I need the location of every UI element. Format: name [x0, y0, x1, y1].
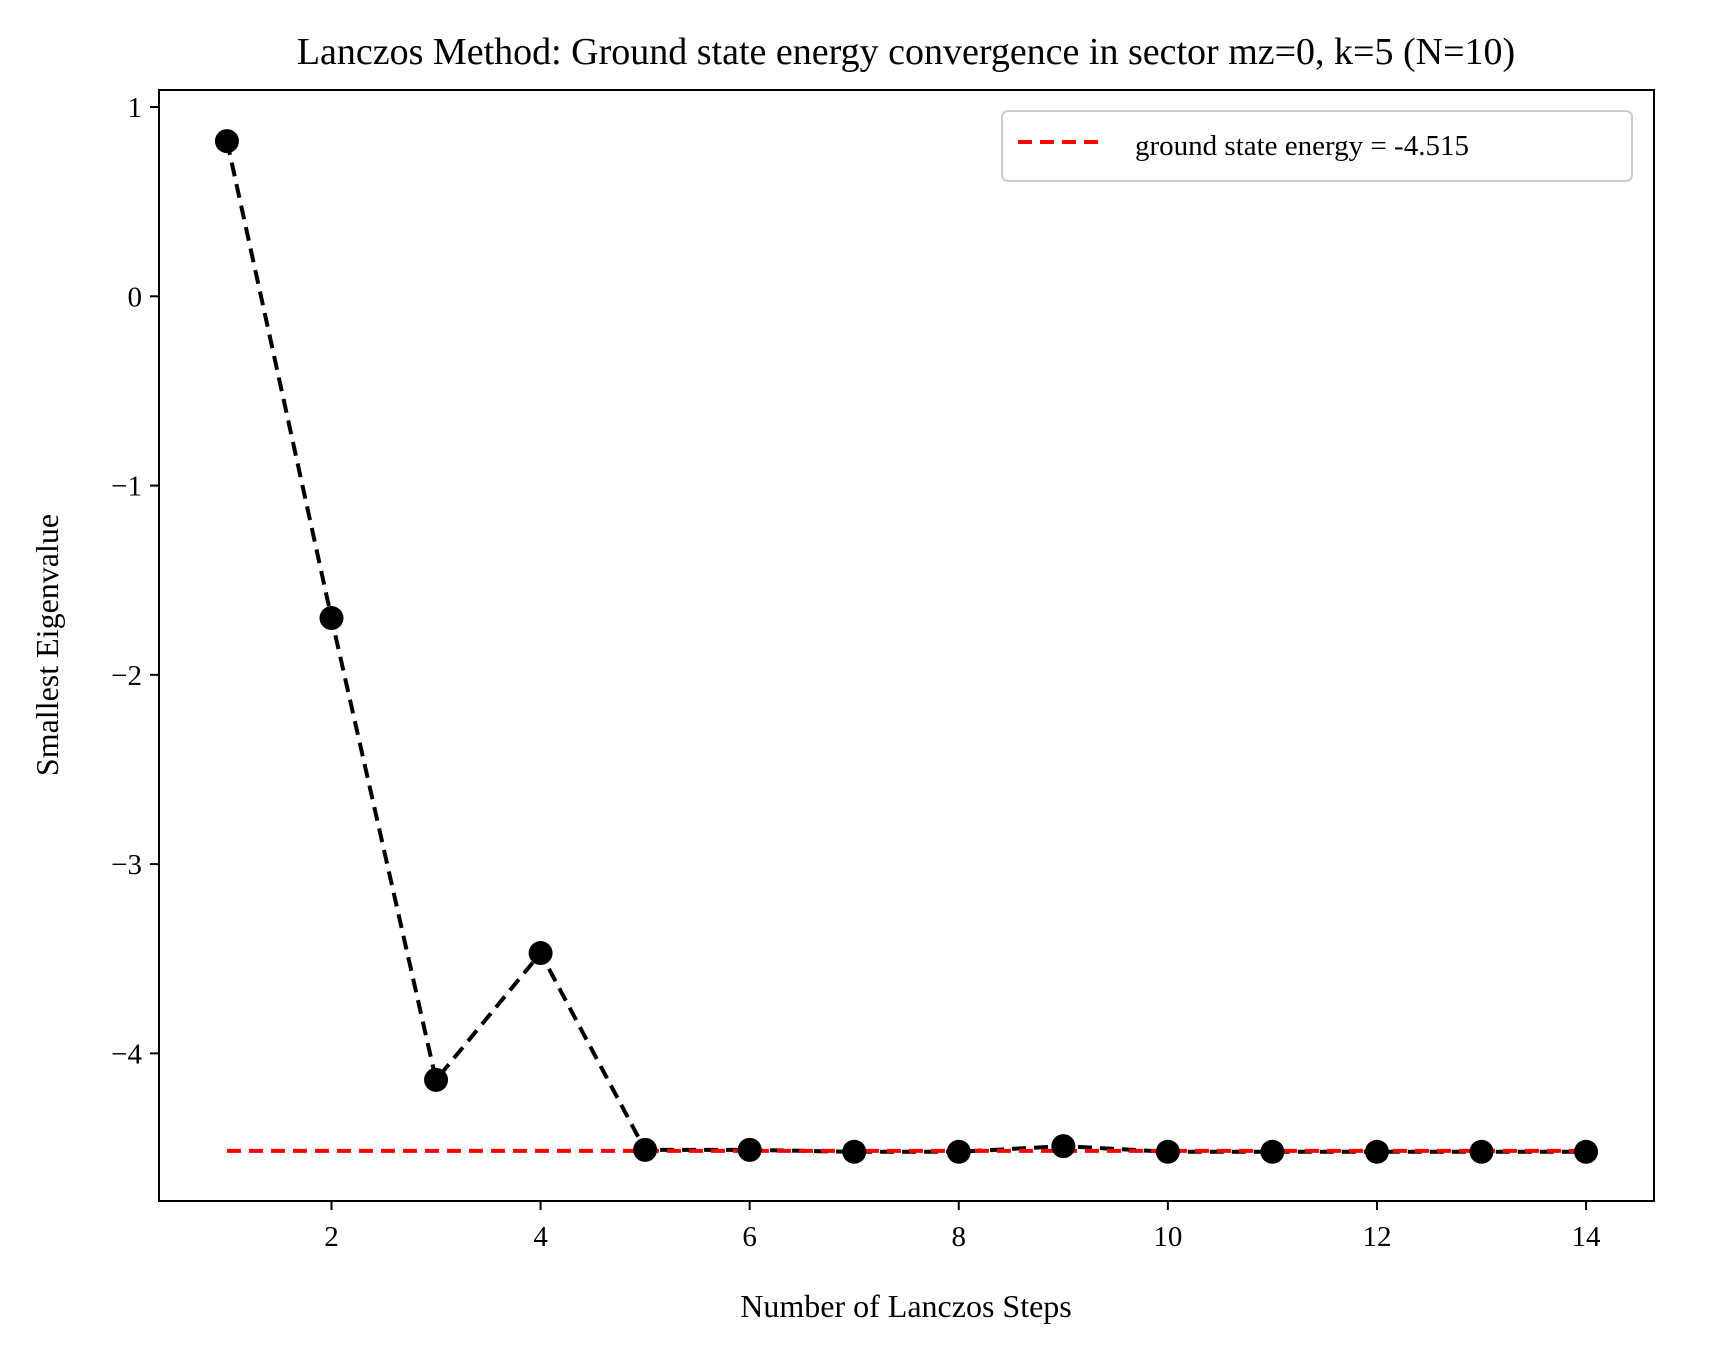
- legend: ground state energy = -4.515: [1001, 110, 1633, 182]
- data-point: [633, 1137, 658, 1162]
- plot-frame: [158, 89, 1655, 1202]
- y-tick-label: 0: [128, 281, 143, 313]
- data-point: [1260, 1139, 1285, 1164]
- legend-box: [1001, 110, 1633, 182]
- x-tick-label: 12: [1362, 1221, 1391, 1253]
- data-point: [1364, 1139, 1389, 1164]
- y-tick-label: −3: [111, 849, 142, 881]
- series-line: [225, 140, 1586, 1154]
- data-point: [1469, 1139, 1494, 1164]
- data-point: [1155, 1139, 1180, 1164]
- x-tick-label: 8: [952, 1221, 967, 1253]
- x-tick-label: 14: [1572, 1221, 1602, 1253]
- data-point: [528, 941, 553, 966]
- y-tick-label: −2: [111, 660, 142, 692]
- data-point: [737, 1137, 762, 1162]
- data-point: [1574, 1139, 1599, 1164]
- chart-title: Lanczos Method: Ground state energy conv…: [297, 31, 1515, 73]
- x-tick-label: 6: [742, 1221, 757, 1253]
- data-point: [1051, 1134, 1076, 1159]
- data-point: [842, 1139, 867, 1164]
- x-tick-label: 2: [324, 1221, 339, 1253]
- y-tick-label: 1: [128, 92, 143, 124]
- plot-area: [214, 129, 1599, 1164]
- x-axis-label: Number of Lanczos Steps: [740, 1288, 1071, 1324]
- legend-label: ground state energy = -4.515: [1135, 130, 1469, 162]
- data-point: [214, 129, 239, 154]
- y-tick-label: −4: [111, 1038, 142, 1070]
- y-tick-label: −1: [111, 471, 142, 503]
- data-point: [946, 1139, 971, 1164]
- data-point: [424, 1067, 449, 1092]
- x-tick-label: 4: [533, 1221, 548, 1253]
- y-axis-label: Smallest Eigenvalue: [29, 514, 65, 776]
- data-point: [319, 606, 344, 631]
- x-tick-label: 10: [1153, 1221, 1182, 1253]
